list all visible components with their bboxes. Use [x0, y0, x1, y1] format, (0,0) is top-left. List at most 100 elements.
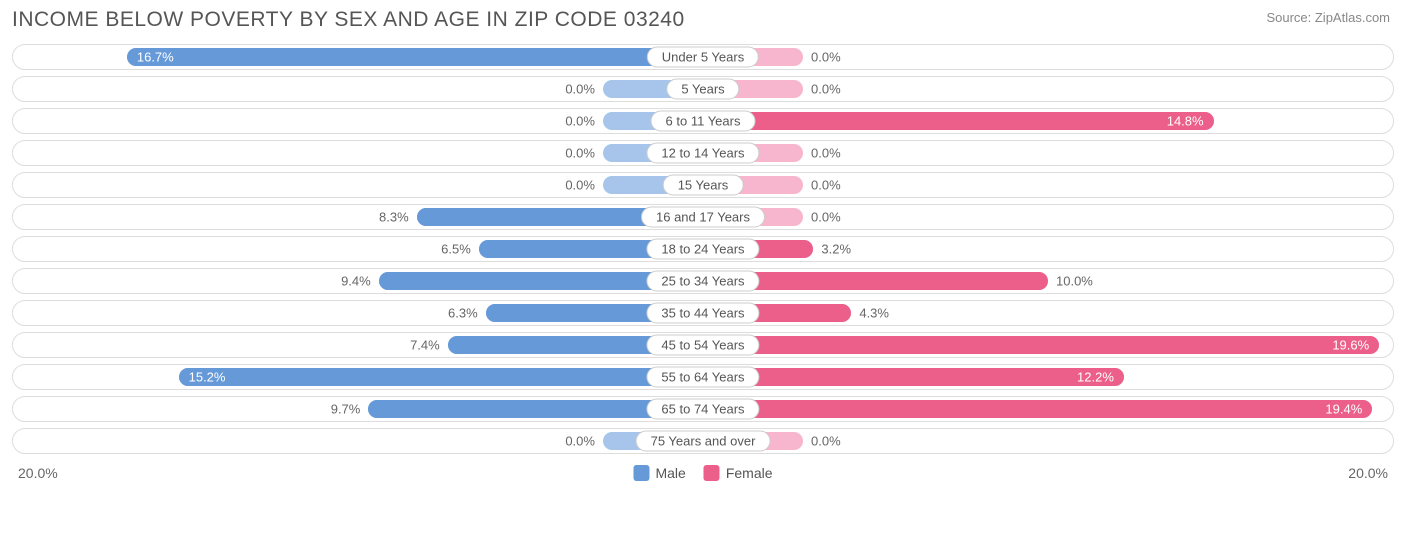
female-base-bar: 12.2% [703, 368, 1124, 386]
row-right-half: 0.0% [703, 205, 1393, 229]
female-value-label: 0.0% [811, 50, 841, 65]
female-fill-bar [703, 336, 1379, 354]
row-left-half: 6.3% [13, 301, 703, 325]
male-value-label: 9.7% [331, 402, 361, 417]
male-value-label: 0.0% [565, 178, 595, 193]
male-value-label: 0.0% [565, 146, 595, 161]
category-label: 55 to 64 Years [646, 367, 759, 388]
male-value-label: 0.0% [565, 82, 595, 97]
male-value-label: 6.3% [448, 306, 478, 321]
category-label: 16 and 17 Years [641, 207, 765, 228]
legend-item-female: Female [704, 465, 773, 481]
female-base-bar: 19.4% [703, 400, 1372, 418]
category-label: 6 to 11 Years [651, 111, 756, 132]
chart-header: INCOME BELOW POVERTY BY SEX AND AGE IN Z… [12, 8, 1394, 32]
male-value-label: 0.0% [565, 434, 595, 449]
row-left-half: 15.2% [13, 365, 703, 389]
chart-row: 9.7% 19.4%65 to 74 Years [12, 396, 1394, 422]
row-left-half: 9.4% [13, 269, 703, 293]
category-label: 12 to 14 Years [646, 143, 759, 164]
row-left-half: 0.0% [13, 141, 703, 165]
row-right-half: 14.8% [703, 109, 1393, 133]
female-value-label: 0.0% [811, 146, 841, 161]
row-right-half: 0.0% [703, 77, 1393, 101]
row-right-half: 10.0% [703, 269, 1393, 293]
row-left-half: 16.7% [13, 45, 703, 69]
legend-swatch-male [633, 465, 649, 481]
male-value-label: 7.4% [410, 338, 440, 353]
female-value-label: 12.2% [1077, 370, 1114, 385]
female-value-label: 19.6% [1332, 338, 1369, 353]
chart-row: 8.3% 0.0% 16 and 17 Years [12, 204, 1394, 230]
legend: Male Female [633, 465, 772, 481]
row-right-half: 12.2% [703, 365, 1393, 389]
row-right-half: 4.3% [703, 301, 1393, 325]
female-value-label: 14.8% [1167, 114, 1204, 129]
category-label: 65 to 74 Years [646, 399, 759, 420]
row-left-half: 9.7% [13, 397, 703, 421]
legend-swatch-female [704, 465, 720, 481]
chart-source: Source: ZipAtlas.com [1266, 10, 1390, 25]
male-value-label: 16.7% [137, 50, 174, 65]
chart-row: 6.5% 3.2% 18 to 24 Years [12, 236, 1394, 262]
chart-row: 0.0% 0.0% 75 Years and over [12, 428, 1394, 454]
male-fill-bar [179, 368, 703, 386]
row-left-half: 0.0% [13, 77, 703, 101]
chart-row: 0.0% 0.0% 12 to 14 Years [12, 140, 1394, 166]
row-left-half: 0.0% [13, 429, 703, 453]
chart-row: 0.0%0.0%5 Years [12, 76, 1394, 102]
female-value-label: 4.3% [859, 306, 889, 321]
chart-row: 0.0% 14.8% 6 to 11 Years [12, 108, 1394, 134]
chart-title: INCOME BELOW POVERTY BY SEX AND AGE IN Z… [12, 8, 685, 32]
chart-container: INCOME BELOW POVERTY BY SEX AND AGE IN Z… [0, 0, 1406, 488]
row-right-half: 0.0% [703, 429, 1393, 453]
male-base-bar: 15.2% [179, 368, 703, 386]
chart-row: 6.3%4.3%35 to 44 Years [12, 300, 1394, 326]
male-value-label: 6.5% [441, 242, 471, 257]
legend-item-male: Male [633, 465, 685, 481]
row-left-half: 6.5% [13, 237, 703, 261]
row-left-half: 0.0% [13, 173, 703, 197]
male-value-label: 9.4% [341, 274, 371, 289]
category-label: 25 to 34 Years [646, 271, 759, 292]
row-left-half: 7.4% [13, 333, 703, 357]
male-base-bar: 16.7% [127, 48, 703, 66]
female-value-label: 0.0% [811, 210, 841, 225]
chart-row: 9.4% 10.0% 25 to 34 Years [12, 268, 1394, 294]
axis-label-right: 20.0% [1348, 465, 1388, 481]
chart-row: 0.0% 0.0% 15 Years [12, 172, 1394, 198]
row-right-half: 0.0% [703, 45, 1393, 69]
row-right-half: 0.0% [703, 141, 1393, 165]
male-value-label: 0.0% [565, 114, 595, 129]
chart-rows: 16.7%0.0%Under 5 Years0.0%0.0%5 Years0.0… [12, 44, 1394, 454]
female-fill-bar [703, 112, 1214, 130]
female-fill-bar [703, 400, 1372, 418]
female-base-bar: 14.8% [703, 112, 1214, 130]
male-value-label: 15.2% [189, 370, 226, 385]
female-value-label: 3.2% [821, 242, 851, 257]
legend-label-female: Female [726, 465, 773, 481]
category-label: 18 to 24 Years [646, 239, 759, 260]
chart-row: 7.4% 19.6% 45 to 54 Years [12, 332, 1394, 358]
female-value-label: 0.0% [811, 178, 841, 193]
row-left-half: 8.3% [13, 205, 703, 229]
category-label: 15 Years [663, 175, 744, 196]
row-right-half: 3.2% [703, 237, 1393, 261]
row-right-half: 0.0% [703, 173, 1393, 197]
female-value-label: 10.0% [1056, 274, 1093, 289]
female-value-label: 0.0% [811, 434, 841, 449]
female-base-bar: 19.6% [703, 336, 1379, 354]
category-label: 75 Years and over [636, 431, 771, 452]
male-value-label: 8.3% [379, 210, 409, 225]
row-left-half: 0.0% [13, 109, 703, 133]
chart-row: 15.2% 12.2% 55 to 64 Years [12, 364, 1394, 390]
chart-footer: 20.0% Male Female 20.0% [12, 462, 1394, 484]
female-fill-bar [703, 368, 1124, 386]
row-right-half: 19.6% [703, 333, 1393, 357]
male-fill-bar [127, 48, 703, 66]
category-label: 45 to 54 Years [646, 335, 759, 356]
axis-label-left: 20.0% [18, 465, 58, 481]
chart-row: 16.7%0.0%Under 5 Years [12, 44, 1394, 70]
row-right-half: 19.4% [703, 397, 1393, 421]
category-label: 5 Years [666, 79, 739, 100]
